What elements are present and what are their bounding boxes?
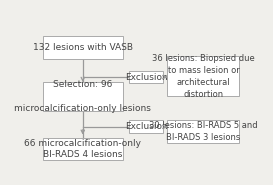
Text: 30 lesions: BI-RADS 5 and
BI-RADS 3 lesions: 30 lesions: BI-RADS 5 and BI-RADS 3 lesi…	[149, 122, 258, 142]
FancyBboxPatch shape	[129, 71, 163, 83]
Text: 36 lesions: Biopsied due
to mass lesion or
architectural
distortion: 36 lesions: Biopsied due to mass lesion …	[152, 54, 255, 99]
FancyBboxPatch shape	[43, 82, 123, 110]
Text: Selection: 96

microcalcification-only lesions: Selection: 96 microcalcification-only le…	[14, 80, 151, 113]
FancyBboxPatch shape	[167, 56, 239, 96]
Text: 66 microcalcification-only
BI-RADS 4 lesions: 66 microcalcification-only BI-RADS 4 les…	[24, 139, 141, 159]
Text: Exclusion: Exclusion	[125, 73, 168, 82]
Text: Exclusion: Exclusion	[125, 122, 168, 131]
FancyBboxPatch shape	[43, 138, 123, 160]
Text: 132 lesions with VASB: 132 lesions with VASB	[33, 43, 133, 52]
FancyBboxPatch shape	[129, 120, 163, 133]
FancyBboxPatch shape	[43, 36, 123, 59]
FancyBboxPatch shape	[167, 120, 239, 143]
